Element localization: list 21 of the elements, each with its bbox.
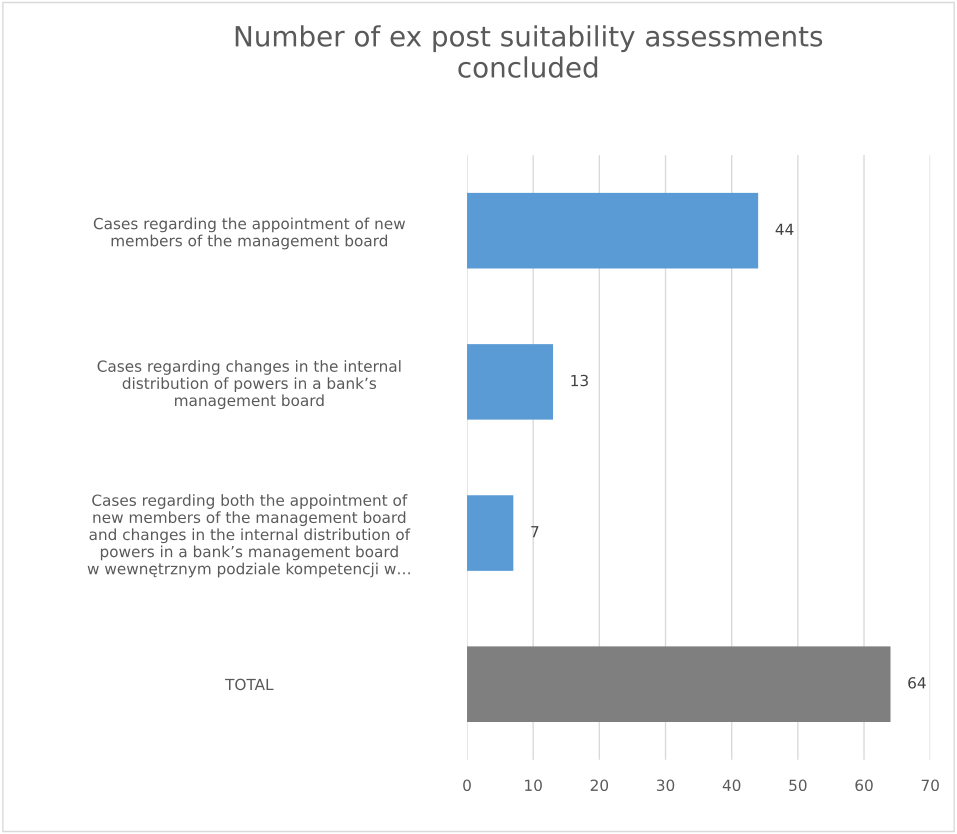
y-tick-label: Cases regarding changes in the internal distribution of powers in a bank’s management board [98, 360, 400, 410]
x-tick-label: 70 [922, 779, 939, 792]
y-tick-label: Cases regarding the appointment of new members of the management board [94, 218, 406, 250]
bar [467, 344, 554, 420]
data-label: 64 [908, 677, 926, 689]
chart-title: Number of ex post suitability assessments concluded [236, 25, 822, 78]
data-label: 44 [776, 224, 794, 235]
bar [467, 192, 758, 268]
x-tick-label: 20 [590, 779, 608, 792]
x-tick-label: 60 [855, 779, 873, 792]
x-tick-label: 10 [525, 779, 542, 792]
x-tick-label: 40 [722, 779, 740, 792]
x-tick-label: 0 [463, 779, 471, 792]
y-tick-label: Cases regarding both the appointment of new members of the management board and changes in the internal distribution of powers in a bank’s management board w wewnętrznym podziale kompetencji w… [88, 494, 410, 578]
bar [467, 646, 890, 722]
data-label: 13 [571, 374, 588, 386]
bar [467, 495, 514, 571]
x-tick-label: 50 [789, 779, 807, 792]
x-tick-label: 30 [656, 779, 674, 792]
y-tick-label: TOTAL [225, 678, 274, 690]
data-label: 7 [531, 526, 538, 538]
